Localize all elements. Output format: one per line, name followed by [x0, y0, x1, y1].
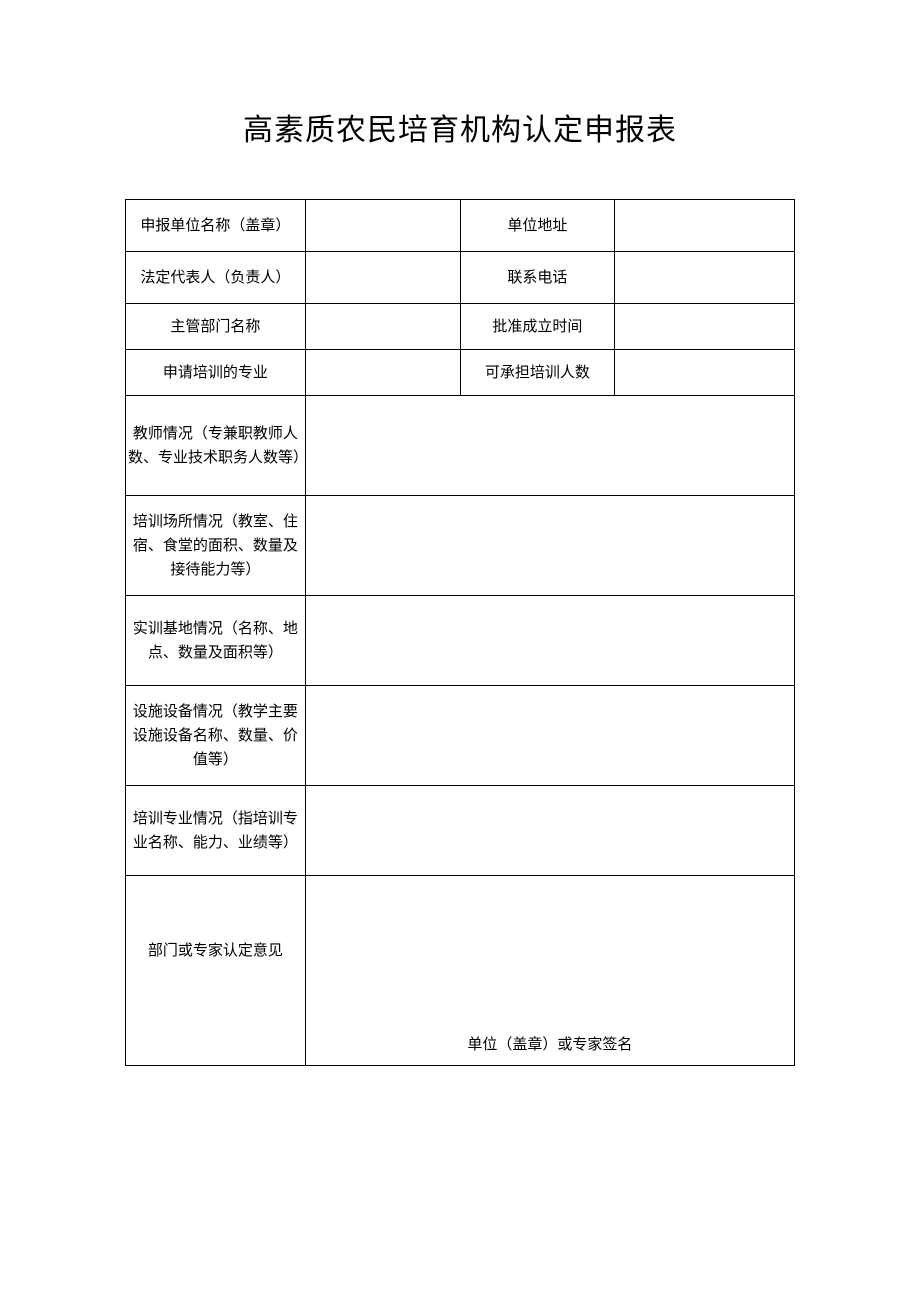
page-title: 高素质农民培育机构认定申报表 [0, 0, 920, 199]
value-unit-address [615, 200, 795, 252]
label-legal-rep: 法定代表人（负责人） [126, 252, 306, 304]
label-approval-time: 批准成立时间 [460, 304, 615, 350]
label-major-status: 培训专业情况（指培训专业名称、能力、业绩等） [126, 786, 306, 876]
value-phone [615, 252, 795, 304]
value-opinion [305, 876, 794, 1026]
value-training-capacity [615, 350, 795, 396]
label-base-status: 实训基地情况（名称、地点、数量及面积等） [126, 596, 306, 686]
label-unit-name: 申报单位名称（盖章） [126, 200, 306, 252]
value-base-status [305, 596, 794, 686]
label-venue-status: 培训场所情况（教室、住宿、食堂的面积、数量及接待能力等） [126, 496, 306, 596]
label-signature: 单位（盖章）或专家签名 [305, 1026, 794, 1066]
label-training-capacity: 可承担培训人数 [460, 350, 615, 396]
label-phone: 联系电话 [460, 252, 615, 304]
value-venue-status [305, 496, 794, 596]
value-teacher-status [305, 396, 794, 496]
label-equipment-status: 设施设备情况（教学主要设施设备名称、数量、价值等） [126, 686, 306, 786]
value-major-status [305, 786, 794, 876]
label-unit-address: 单位地址 [460, 200, 615, 252]
label-opinion-spacer [126, 1026, 306, 1066]
value-legal-rep [305, 252, 460, 304]
value-training-major [305, 350, 460, 396]
value-dept-name [305, 304, 460, 350]
label-opinion: 部门或专家认定意见 [126, 876, 306, 1026]
label-teacher-status: 教师情况（专兼职教师人数、专业技术职务人数等） [126, 396, 306, 496]
value-equipment-status [305, 686, 794, 786]
value-unit-name [305, 200, 460, 252]
value-approval-time [615, 304, 795, 350]
label-dept-name: 主管部门名称 [126, 304, 306, 350]
label-training-major: 申请培训的专业 [126, 350, 306, 396]
application-form-table: 申报单位名称（盖章） 单位地址 法定代表人（负责人） 联系电话 主管部门名称 批… [125, 199, 795, 1066]
